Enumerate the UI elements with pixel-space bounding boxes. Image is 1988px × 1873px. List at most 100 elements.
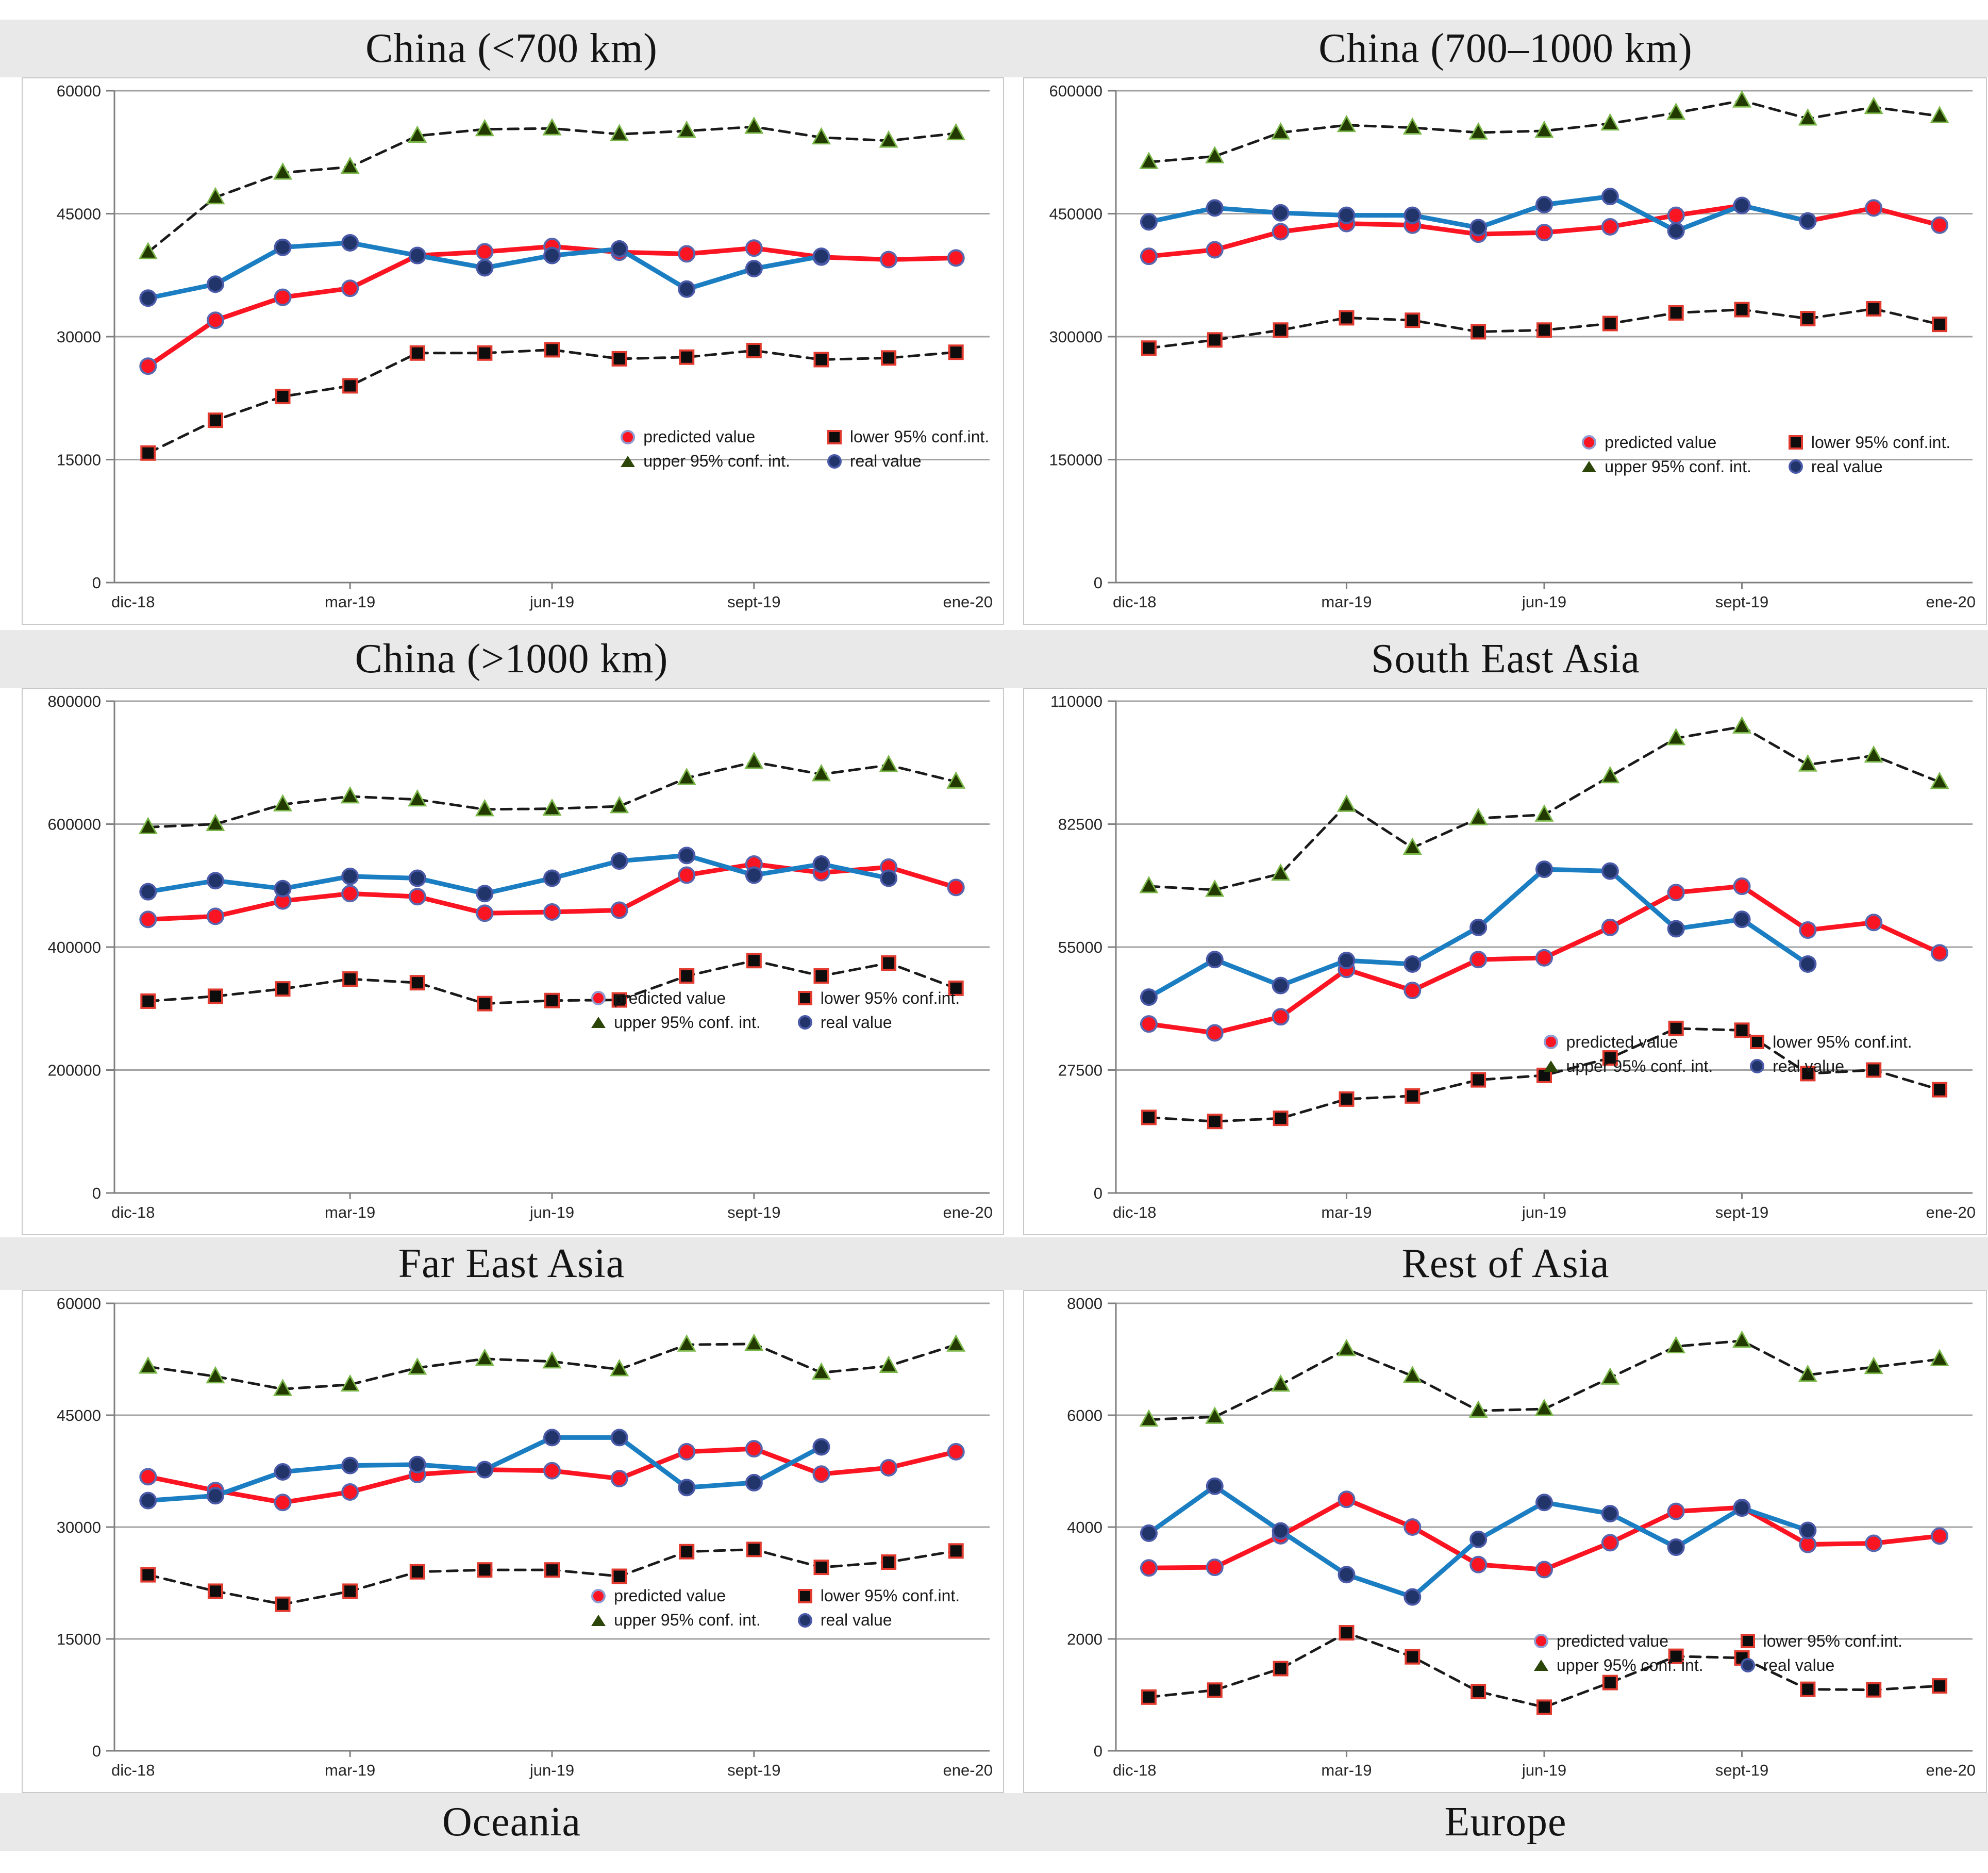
real-point xyxy=(408,1455,426,1473)
lower-conf-point xyxy=(409,345,425,361)
upper-conf-point xyxy=(1139,152,1159,169)
upper-conf-point xyxy=(206,187,225,205)
chart-title-rest-of-asia: Rest of Asia xyxy=(1401,1240,1610,1286)
lower-conf-point xyxy=(948,344,964,360)
upper-conf-point xyxy=(408,125,427,143)
lower-conf-point xyxy=(1471,1072,1486,1088)
upper-conf-point xyxy=(744,751,764,769)
predicted-point xyxy=(678,245,696,263)
chart-legend: predicted value lower 95% conf.int. uppe… xyxy=(591,1586,960,1630)
lower-conf-point xyxy=(1207,1114,1223,1130)
title-strip-row-2: China (>1000 km) South East Asia xyxy=(0,630,1988,688)
legend-label-predicted: predicted value xyxy=(614,988,726,1007)
chart-title-far-east-asia: Far East Asia xyxy=(398,1240,625,1286)
upper-conf-point xyxy=(1337,794,1357,812)
upper-conf-point xyxy=(1402,837,1422,855)
real-value-marker-icon xyxy=(827,454,842,469)
upper-conf-point xyxy=(1864,96,1883,114)
legend-label-predicted: predicted value xyxy=(1556,1631,1668,1650)
lower-conf-point xyxy=(1141,340,1157,356)
real-value-marker-icon xyxy=(797,1015,812,1030)
lower-conf-point xyxy=(1866,1682,1882,1698)
lower-conf-point xyxy=(1800,1681,1816,1697)
lower-conf-point xyxy=(1602,1050,1618,1066)
real-point xyxy=(1338,206,1356,224)
real-point xyxy=(1733,1499,1751,1517)
chart-plot-area: 0 200000 400000 600000 800000 dic-18 mar-19 jun… xyxy=(23,689,1003,1234)
predicted-point xyxy=(1469,1555,1488,1573)
predicted-point xyxy=(1140,1015,1158,1033)
series xyxy=(138,116,966,461)
real-point xyxy=(1338,1566,1356,1584)
lower-conf-point xyxy=(679,349,695,365)
svg-text:dic-18: dic-18 xyxy=(1113,1203,1156,1221)
legend-label-real: real value xyxy=(1811,457,1883,476)
real-point xyxy=(1667,920,1685,938)
real-point xyxy=(1733,196,1751,214)
lower-conf-point xyxy=(813,1560,829,1576)
svg-text:45000: 45000 xyxy=(57,205,101,223)
svg-text:82500: 82500 xyxy=(1058,816,1102,834)
upper-conf-point xyxy=(340,156,360,174)
upper-conf-point xyxy=(1600,1367,1620,1385)
svg-text:jun-19: jun-19 xyxy=(1522,1761,1566,1779)
svg-text:110000: 110000 xyxy=(1050,692,1102,710)
real-value-marker-icon xyxy=(1740,1658,1755,1673)
real-point xyxy=(678,847,696,865)
predicted-point xyxy=(1206,1559,1224,1577)
svg-text:ene-20: ene-20 xyxy=(1926,593,1976,611)
upper-conf-point xyxy=(744,1333,764,1351)
lower-conf-point xyxy=(275,981,291,997)
chart-row-3: 0 15000 30000 45000 60000 dic-18 mar-19 jun-19 s… xyxy=(0,1290,1988,1793)
upper-conf-point xyxy=(879,754,898,772)
svg-text:0: 0 xyxy=(92,1742,101,1760)
lower-conf-point xyxy=(813,968,829,984)
real-point xyxy=(206,1487,224,1505)
predicted-point xyxy=(476,243,494,261)
predicted-point xyxy=(1272,1008,1290,1026)
upper-conf-point xyxy=(1600,766,1620,784)
svg-text:sept-19: sept-19 xyxy=(727,1761,780,1779)
lower-conf-point xyxy=(1602,316,1618,331)
real-point xyxy=(1667,222,1685,240)
chart-legend: predicted value lower 95% conf.int. uppe… xyxy=(1543,1032,1912,1076)
predicted-point xyxy=(341,1483,359,1501)
lower-conf-point xyxy=(275,1596,291,1612)
lower-conf-point xyxy=(140,445,156,461)
chart-canvas: 0 15000 30000 45000 60000 dic-18 mar-19 jun-19 s… xyxy=(57,82,993,611)
upper-conf-point xyxy=(273,162,293,180)
lower-conf-point xyxy=(1932,1678,1948,1694)
lower-conf-point xyxy=(1866,301,1882,317)
legend-label-lower: lower 95% conf.int. xyxy=(820,988,960,1007)
real-value-marker-icon xyxy=(797,1613,812,1628)
legend-label-upper: upper 95% conf. int. xyxy=(643,452,790,471)
upper-conf-point xyxy=(475,799,494,817)
legend-label-lower: lower 95% conf.int. xyxy=(1773,1032,1912,1051)
upper-conf-point xyxy=(946,771,966,789)
upper-conf-point xyxy=(1798,108,1817,126)
upper-conf-point xyxy=(946,123,966,141)
lower-conf-point xyxy=(275,389,291,405)
upper-conf-point xyxy=(1205,879,1225,897)
chart-canvas: 0 15000 30000 45000 60000 dic-18 mar-19 jun-19 s… xyxy=(57,1295,993,1779)
real-point xyxy=(745,1473,763,1491)
real-point xyxy=(274,238,292,256)
chart-plot-area: 0 15000 30000 45000 60000 dic-18 mar-19 jun-19 s… xyxy=(23,78,1003,624)
real-point xyxy=(341,234,359,252)
upper-conf-marker-icon xyxy=(591,1017,606,1029)
real-point xyxy=(1140,213,1158,231)
real-point xyxy=(408,246,426,264)
predicted-point xyxy=(476,904,494,922)
real-point xyxy=(1799,1521,1817,1539)
upper-conf-point xyxy=(1798,754,1817,772)
predicted-point xyxy=(678,1443,696,1461)
bottom-margin xyxy=(0,1851,1988,1873)
chart-panel-far-east-asia: 0 15000 30000 45000 60000 dic-18 mar-19 jun-19 s… xyxy=(22,1290,1004,1793)
svg-text:sept-19: sept-19 xyxy=(1715,1761,1768,1779)
lower-conf-point xyxy=(746,1542,762,1557)
lower-conf-point xyxy=(1932,317,1948,333)
legend-label-real: real value xyxy=(820,1611,892,1630)
upper-conf-point xyxy=(677,120,696,138)
lower-conf-point xyxy=(207,1583,223,1599)
svg-text:sept-19: sept-19 xyxy=(1715,1203,1768,1221)
